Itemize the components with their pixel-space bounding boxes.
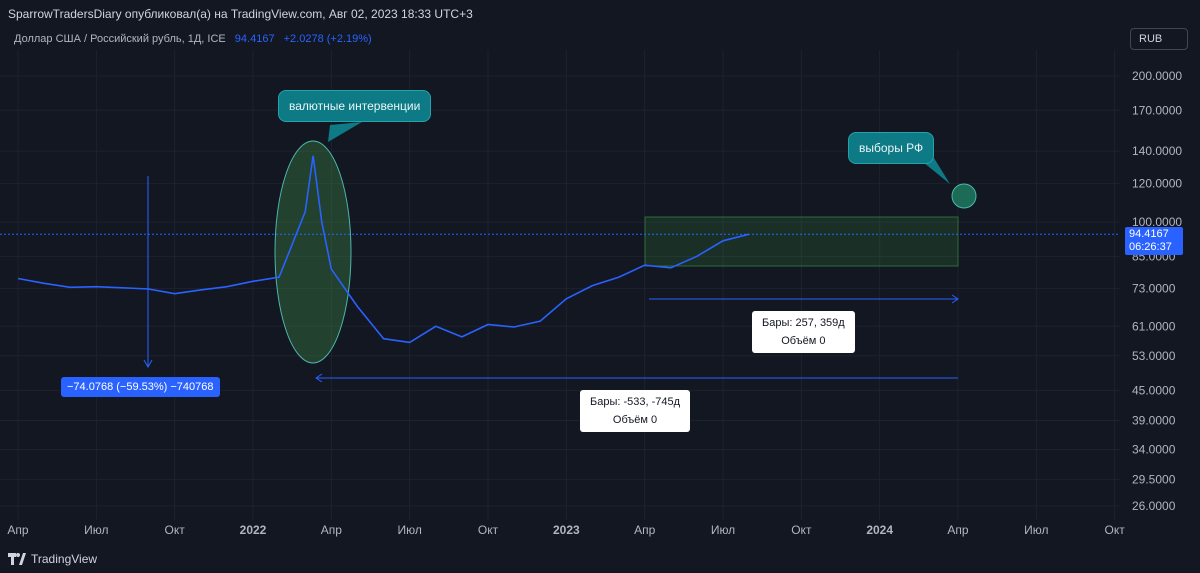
price-tick-label: 120.0000 — [1132, 177, 1182, 191]
interventions-callout-pointer — [328, 122, 362, 142]
symbol-price: 94.4167 — [234, 33, 275, 45]
price-tick-label: 140.0000 — [1132, 144, 1182, 158]
time-tick-label: 2022 — [240, 523, 267, 537]
price-tick-label: 39.0000 — [1132, 414, 1176, 428]
time-tick-label: 2023 — [553, 523, 580, 537]
time-tick-label: Июл — [84, 523, 108, 537]
measure-arrow-head — [143, 359, 153, 369]
price-tick-label: 200.0000 — [1132, 69, 1182, 83]
chart-grid — [0, 50, 1120, 520]
symbol-legend: Доллар США / Российский рубль, 1Д, ICE 9… — [14, 33, 372, 45]
range-long-arrow-head — [315, 373, 323, 383]
time-tick-label: Окт — [165, 523, 186, 537]
publisher-line: SparrowTradersDiary опубликовал(а) на Tr… — [8, 7, 473, 21]
target-zone-rect — [644, 216, 959, 267]
price-tick-label: 45.0000 — [1132, 383, 1176, 397]
price-line-series — [17, 155, 750, 344]
range-long-volume: Объём 0 — [612, 414, 658, 426]
tradingview-brand[interactable]: TradingView — [8, 552, 97, 566]
time-axis: Апр Июл Окт 2022 Апр Июл Окт 2023 Апр Июл Окт 2024 А… — [7, 523, 1125, 537]
symbol-name: Доллар США / Российский рубль, 1Д, ICE — [14, 33, 226, 45]
symbol-change: +2.0278 (+2.19%) — [283, 33, 372, 45]
price-tick-label: 170.0000 — [1132, 103, 1182, 117]
publisher-header: SparrowTradersDiary опубликовал(а) на Tr… — [0, 0, 1200, 28]
time-tick-label: Июл — [711, 523, 735, 537]
elections-callout-pointer — [918, 158, 950, 184]
countdown-value: 06:26:37 — [1129, 241, 1172, 253]
time-tick-label: Окт — [478, 523, 499, 537]
current-price-value: 94.4167 — [1129, 228, 1169, 240]
price-tick-label: 53.0000 — [1132, 349, 1176, 363]
price-tick-label: 26.0000 — [1132, 499, 1176, 513]
elections-callout[interactable]: выборы РФ — [848, 132, 935, 164]
footer: TradingView — [0, 545, 1200, 573]
time-tick-label: Окт — [791, 523, 812, 537]
time-tick-label: Апр — [634, 523, 656, 537]
elections-marker-circle — [951, 183, 977, 209]
time-tick-label: Июл — [1024, 523, 1048, 537]
range-short-stats: Бары: 257, 359д Объём 0 — [752, 311, 855, 353]
price-tick-label: 100.0000 — [1132, 215, 1182, 229]
time-tick-label: 2024 — [866, 523, 893, 537]
tradingview-logo-icon — [8, 553, 26, 565]
price-axis: 200.0000 170.0000 140.0000 120.0000 100.0000… — [1132, 69, 1182, 513]
price-tick-label: 73.0000 — [1132, 281, 1176, 295]
range-long-stats: Бары: -533, -745д Объём 0 — [580, 390, 691, 432]
range-short-bars: Бары: 257, 359д — [762, 317, 845, 329]
measure-change-label: −74.0768 (−59.53%) −740768 — [61, 377, 220, 397]
time-tick-label: Окт — [1105, 523, 1126, 537]
time-tick-label: Апр — [947, 523, 969, 537]
price-tick-label: 34.0000 — [1132, 442, 1176, 456]
range-short-volume: Объём 0 — [781, 335, 826, 347]
time-tick-label: Июл — [397, 523, 421, 537]
intervention-ellipse — [274, 140, 352, 364]
price-tick-label: 61.0000 — [1132, 319, 1176, 333]
tradingview-brand-label: TradingView — [31, 552, 98, 566]
range-short-arrow-head — [951, 294, 959, 304]
current-price-badge: 94.4167 06:26:37 — [1125, 227, 1183, 255]
time-tick-label: Апр — [321, 523, 343, 537]
time-tick-label: Апр — [7, 523, 29, 537]
price-tick-label: 29.5000 — [1132, 472, 1176, 486]
range-long-bars: Бары: -533, -745д — [590, 396, 681, 408]
currency-button[interactable]: RUB — [1130, 28, 1188, 50]
interventions-callout[interactable]: валютные интервенции — [278, 90, 432, 122]
